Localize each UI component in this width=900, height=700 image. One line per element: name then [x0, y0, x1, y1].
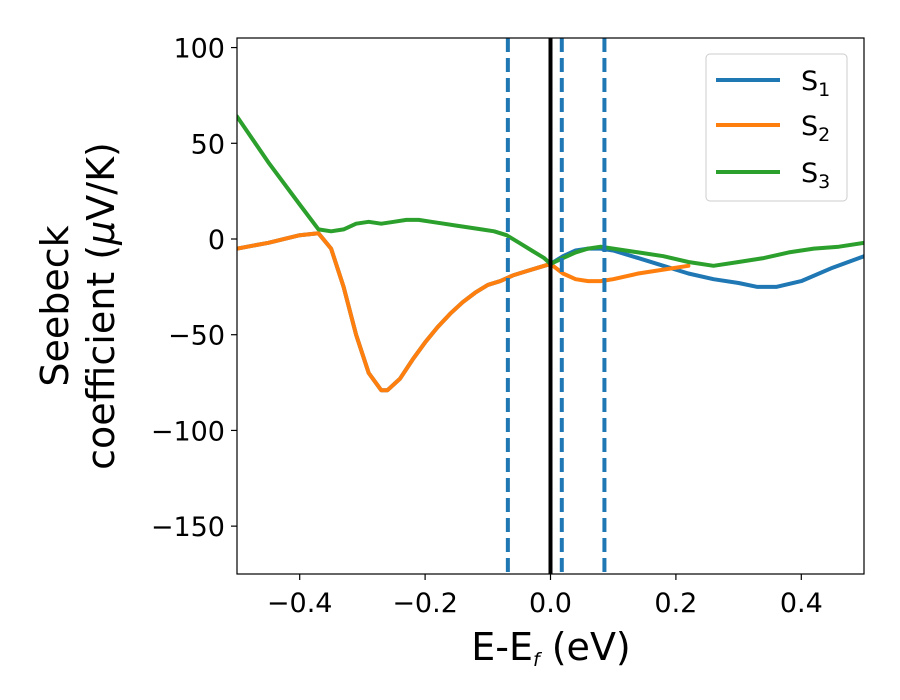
x-axis-label: E-Ef (eV) — [471, 625, 631, 671]
y-axis-ticks: 100 50 0 −50 −100 −150 — [151, 34, 237, 543]
x-tick-label: 0.0 — [529, 588, 572, 619]
legend-entry-s3: S3 — [716, 158, 830, 193]
y-tick-label: −50 — [168, 321, 225, 352]
x-tick-label: −0.4 — [267, 588, 333, 619]
y-tick-label: 0 — [208, 225, 225, 256]
svg-text:S2: S2 — [801, 111, 830, 146]
legend-box — [705, 53, 848, 202]
y-tick-label: −150 — [151, 512, 225, 543]
svg-text:S3: S3 — [801, 158, 830, 193]
svg-text:coefficient (μV/K): coefficient (μV/K) — [79, 142, 123, 470]
x-tick-label: 0.4 — [780, 588, 823, 619]
legend-entry-s1: S1 — [716, 66, 830, 101]
legend: S1 S2 S3 — [705, 53, 848, 202]
svg-text:S1: S1 — [801, 66, 830, 101]
legend-entry-s2: S2 — [716, 111, 830, 146]
y-tick-label: 50 — [191, 129, 225, 160]
x-tick-label: 0.2 — [654, 588, 697, 619]
plot-area — [236, 37, 865, 575]
x-tick-label: −0.2 — [392, 588, 458, 619]
svg-text:Seebeck: Seebeck — [33, 225, 77, 386]
y-tick-label: 100 — [173, 34, 225, 65]
series-line-s2 — [237, 231, 691, 393]
y-axis-label: Seebeck coefficient (μV/K) — [33, 142, 123, 470]
plot-lines — [237, 38, 864, 574]
series-line-s3 — [237, 114, 864, 268]
x-axis-ticks: −0.4 −0.2 0.0 0.2 0.4 — [267, 574, 823, 619]
y-tick-label: −100 — [151, 416, 225, 447]
